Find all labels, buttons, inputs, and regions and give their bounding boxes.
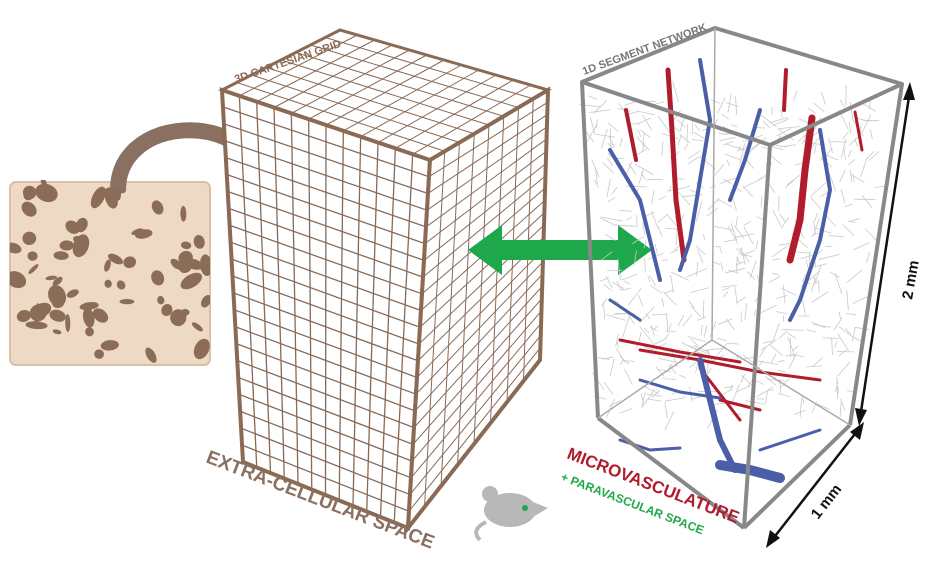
cartesian-grid bbox=[218, 28, 552, 535]
height-label: 2 mm bbox=[899, 259, 923, 301]
segment-network bbox=[579, 26, 904, 530]
network-title: 1D SEGMENT NETWORK bbox=[581, 22, 709, 78]
mouse-icon bbox=[474, 486, 548, 542]
tissue-block bbox=[9, 180, 211, 366]
double-arrow-icon bbox=[468, 225, 652, 275]
height-dimension bbox=[855, 82, 915, 426]
depth-dimension bbox=[766, 422, 864, 548]
